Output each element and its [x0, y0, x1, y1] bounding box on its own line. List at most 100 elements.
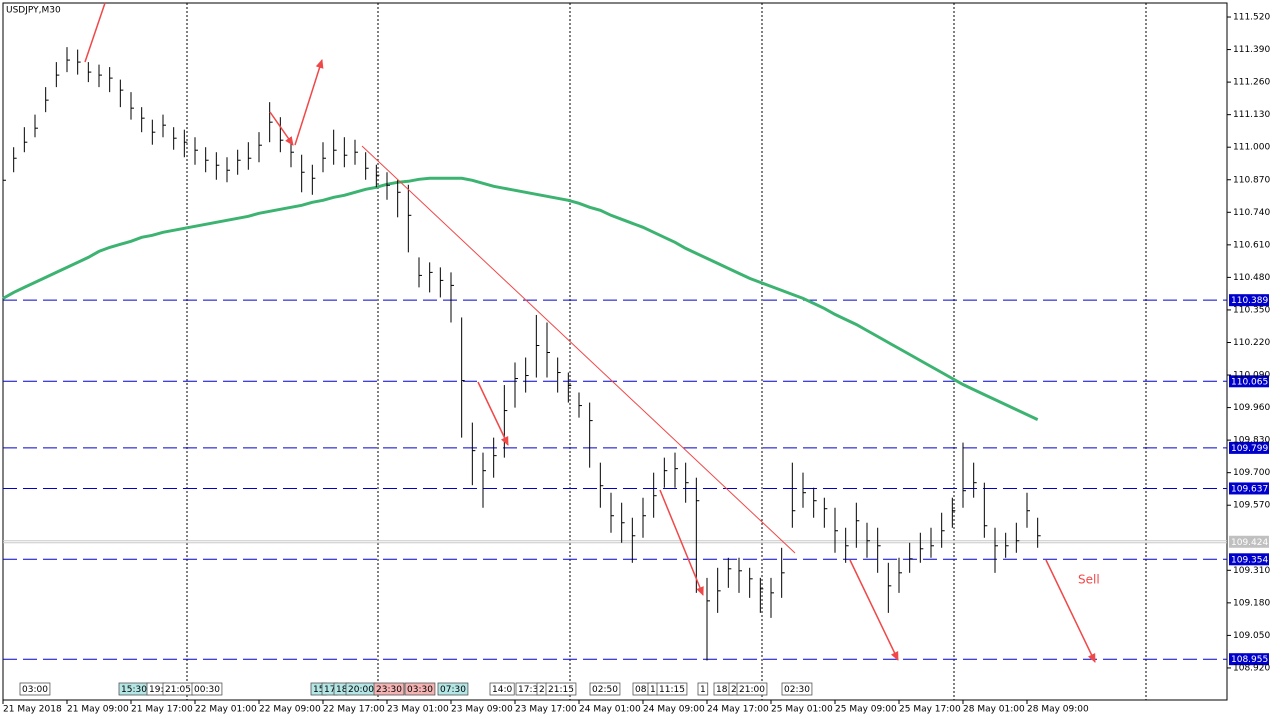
- y-tick-label: 110.610: [1233, 240, 1270, 250]
- event-label: 1: [700, 685, 706, 695]
- y-tick-label: 109.570: [1233, 501, 1270, 511]
- level-label: 110.389: [1231, 296, 1268, 306]
- arrow: [849, 559, 899, 661]
- event-label: 15:30: [121, 685, 147, 695]
- event-label: 15: [313, 685, 324, 695]
- trend-line: [361, 145, 796, 554]
- x-tick-label: 28 May 01:00: [963, 705, 1025, 715]
- y-tick-label: 110.090: [1233, 371, 1270, 381]
- event-box: [191, 682, 223, 696]
- day-separators: [186, 3, 1147, 700]
- x-tick-label: 24 May 09:00: [643, 705, 705, 715]
- event-label: 19:: [149, 685, 163, 695]
- arrow: [294, 59, 324, 146]
- levels: 110.389 110.065 109.799 109.637 109.354 108.9…: [3, 294, 1269, 666]
- x-tick-label: 25 May 01:00: [771, 705, 833, 715]
- event-label: 03:30: [407, 685, 433, 695]
- y-tick-label: 111.390: [1233, 45, 1270, 55]
- event-box: [404, 682, 436, 696]
- x-tick-label: 21 May 17:00: [131, 705, 193, 715]
- level-label-box: [1229, 441, 1269, 454]
- arrow: [269, 111, 294, 146]
- x-tick-label: 21 May 2018: [3, 705, 62, 715]
- event-label: 1: [650, 685, 656, 695]
- event-label: 21:00: [739, 685, 765, 695]
- y-tick-label: 109.180: [1233, 598, 1270, 608]
- arrow: [659, 489, 704, 596]
- chart-title: USDJPY,M30: [6, 6, 61, 16]
- x-tick-label: 23 May 01:00: [387, 705, 449, 715]
- level-label: 109.424: [1231, 538, 1268, 548]
- level-label-box: [1229, 653, 1269, 666]
- event-label: 2: [731, 685, 737, 695]
- event-label: 21:05: [165, 685, 191, 695]
- x-tick-label: 24 May 17:00: [707, 705, 769, 715]
- y-tick-label: 111.520: [1233, 13, 1270, 23]
- level-label-box: [1229, 375, 1269, 388]
- y-tick-label: 108.920: [1233, 663, 1270, 673]
- x-tick-label: 23 May 17:00: [515, 705, 577, 715]
- event-box: [736, 682, 768, 696]
- level-label-box: [1229, 294, 1269, 307]
- x-tick-label: 22 May 17:00: [323, 705, 385, 715]
- event-box: [373, 682, 405, 696]
- event-label: 2: [539, 685, 545, 695]
- level-label: 109.799: [1231, 444, 1268, 454]
- y-tick-label: 110.870: [1233, 175, 1270, 185]
- y-tick-label: 109.050: [1233, 631, 1270, 641]
- event-label: 03:00: [22, 685, 48, 695]
- y-tick-label: 109.960: [1233, 403, 1270, 413]
- event-label: 07:30: [440, 685, 466, 695]
- level-label: 108.955: [1231, 655, 1268, 665]
- y-tick-label: 111.260: [1233, 78, 1270, 88]
- level-label-box: [1229, 482, 1269, 495]
- y-tick-label: 110.220: [1233, 338, 1270, 348]
- arrow: [84, 2, 106, 63]
- time-axis: 21 May 2018 21 May 09:00 21 May 17:00 22 Ma…: [2, 700, 1089, 715]
- y-tick-label: 110.480: [1233, 273, 1270, 283]
- x-tick-label: 25 May 17:00: [899, 705, 961, 715]
- x-tick-label: 22 May 09:00: [259, 705, 321, 715]
- event-label: 02:30: [784, 685, 810, 695]
- event-box: [545, 682, 577, 696]
- arrow: [477, 381, 509, 446]
- level-label: 109.637: [1231, 484, 1268, 494]
- event-label: 17:3: [518, 685, 538, 695]
- moving-average: [2, 176, 1039, 421]
- event-label: 18:: [716, 685, 730, 695]
- event-box: [489, 682, 515, 696]
- event-markers: 03:00 15:30 19: 21:05 00:30 15 17 18 20:00 23:30 0…: [19, 682, 813, 696]
- event-label: 08:: [635, 685, 649, 695]
- price-axis: 111.520 111.390 111.260 111.130 111.000 110.8…: [1227, 13, 1270, 673]
- y-tick-label: 110.350: [1233, 305, 1270, 315]
- x-tick-label: 28 May 09:00: [1027, 705, 1089, 715]
- event-box: [19, 682, 51, 696]
- x-tick-label: 21 May 09:00: [67, 705, 129, 715]
- level-label: 109.354: [1231, 555, 1268, 565]
- x-tick-label: 22 May 01:00: [195, 705, 257, 715]
- arrow: [1045, 559, 1096, 663]
- y-tick-label: 111.130: [1233, 110, 1270, 120]
- drawings: [84, 2, 1096, 663]
- annotation: Sell: [1078, 573, 1100, 587]
- event-box: [781, 682, 813, 696]
- x-tick-label: 23 May 09:00: [451, 705, 513, 715]
- level-label: 110.065: [1231, 377, 1268, 387]
- x-tick-label: 24 May 01:00: [579, 705, 641, 715]
- y-tick-label: 109.830: [1233, 436, 1270, 446]
- y-tick-label: 109.310: [1233, 566, 1270, 576]
- event-label: 20:00: [348, 685, 374, 695]
- event-label: 00:30: [194, 685, 220, 695]
- event-box: [589, 682, 621, 696]
- event-label: 11:15: [659, 685, 685, 695]
- event-label: 23:30: [376, 685, 402, 695]
- event-label: 14:0: [492, 685, 512, 695]
- level-label-box: [1229, 553, 1269, 566]
- level-label-box: [1229, 535, 1269, 548]
- y-tick-label: 109.700: [1233, 468, 1270, 478]
- plot-frame: [2, 2, 1228, 701]
- y-tick-label: 110.740: [1233, 208, 1270, 218]
- event-label: 18: [336, 685, 348, 695]
